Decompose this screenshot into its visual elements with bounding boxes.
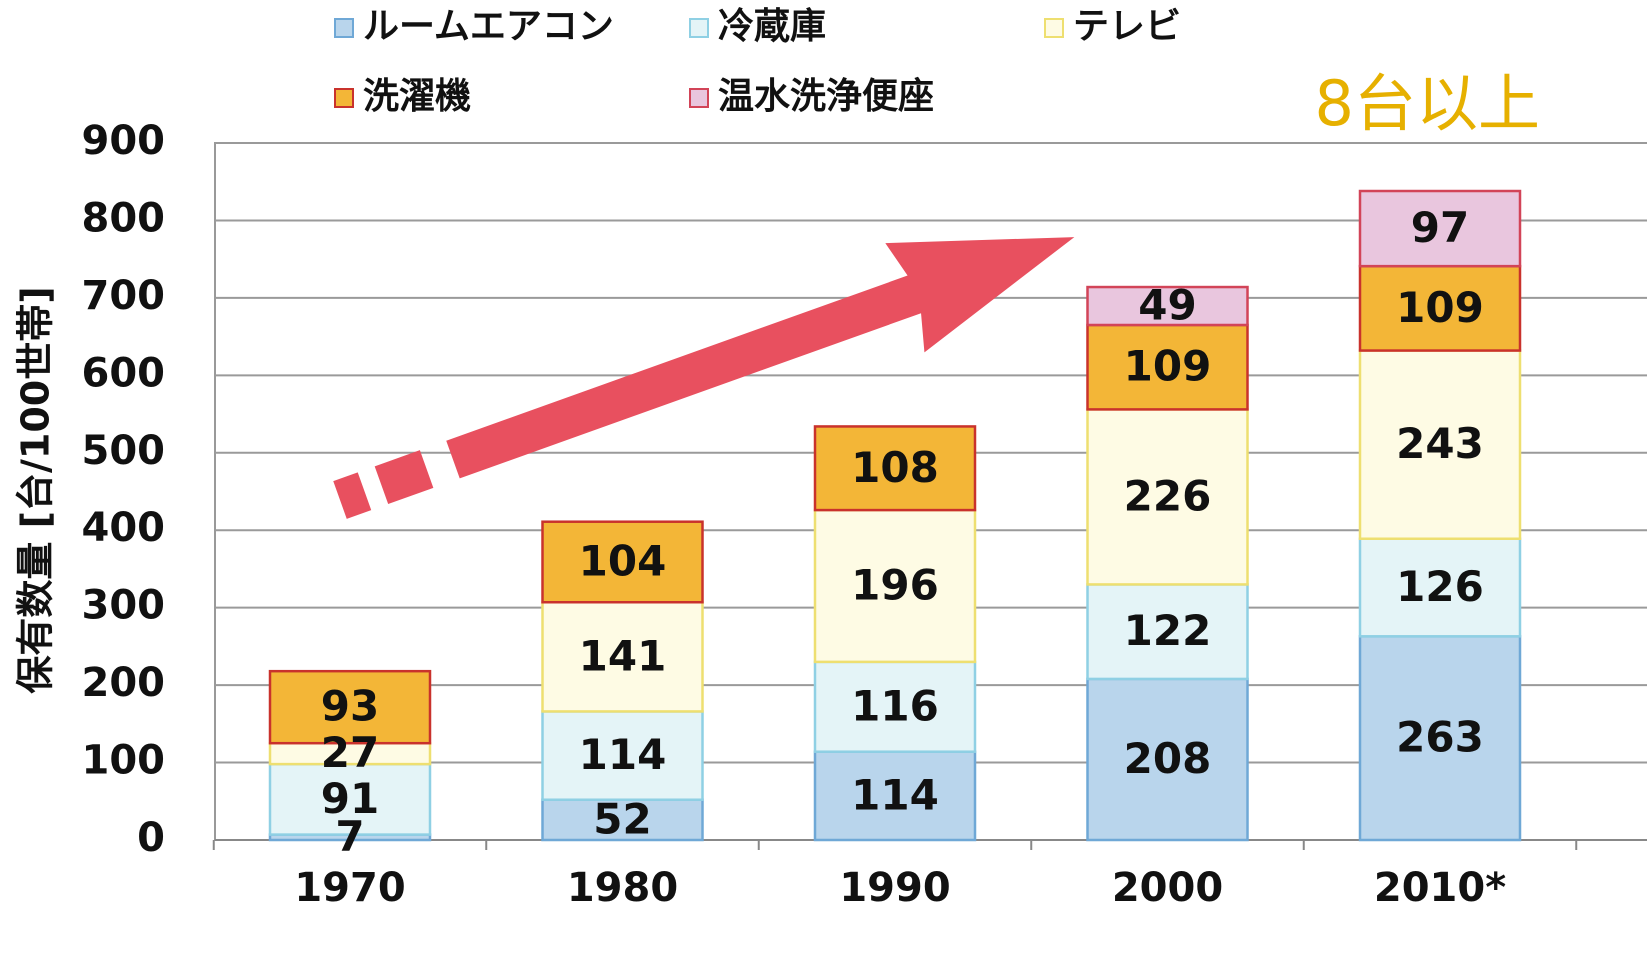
value-label: 7 (335, 812, 364, 861)
y-tick-label: 800 (82, 195, 166, 241)
bar-segment (1358, 537, 1522, 638)
annotation: 8台以上 (1315, 67, 1540, 140)
y-axis-label: 保有数量 [台/100世帯] (14, 286, 58, 693)
value-label: 93 (321, 682, 379, 731)
value-label: 243 (1396, 419, 1484, 468)
legend-label: テレビ (1073, 6, 1181, 47)
bar-segment (1358, 635, 1522, 842)
bar-segment (541, 520, 704, 604)
value-label: 116 (851, 681, 939, 730)
bar-segment (1086, 285, 1249, 327)
bar-segment (1086, 408, 1249, 586)
y-tick-label: 600 (82, 350, 166, 396)
bar-segment (541, 798, 704, 842)
legend-label: 冷蔵庫 (718, 6, 826, 47)
value-label: 114 (851, 770, 939, 819)
legend-label: 洗濯機 (363, 76, 471, 117)
legend-label: ルームエアコン (363, 6, 614, 47)
value-label: 141 (579, 631, 667, 680)
value-label: 52 (593, 794, 651, 843)
y-tick-label: 100 (82, 738, 166, 784)
arrow-dash (333, 472, 372, 519)
y-tick-label: 300 (82, 583, 166, 629)
y-tick-label: 700 (82, 273, 166, 319)
legend-swatch (1044, 18, 1064, 38)
bar-segment (1086, 583, 1249, 681)
legend-swatch (689, 18, 709, 38)
value-label: 97 (1411, 203, 1469, 252)
x-tick-label: 1970 (294, 865, 405, 911)
bar-segment (1086, 677, 1249, 842)
value-label: 108 (851, 443, 939, 492)
y-tick-label: 200 (82, 660, 166, 706)
bar-segment (1358, 349, 1522, 540)
value-label: 226 (1124, 471, 1212, 520)
bar-segment (541, 710, 704, 801)
value-label: 109 (1124, 342, 1212, 391)
value-label: 263 (1396, 713, 1484, 762)
legend-swatch (689, 88, 709, 108)
arrow-head (446, 237, 1075, 479)
bar-segment (268, 669, 432, 745)
bar-segment (813, 750, 977, 842)
value-label: 91 (321, 774, 379, 823)
y-tick-label: 900 (82, 118, 166, 164)
value-label: 104 (579, 536, 667, 585)
x-tick-label: 2010* (1374, 865, 1506, 911)
value-label: 122 (1124, 606, 1212, 655)
x-tick-label: 2000 (1112, 865, 1223, 911)
legend-swatch (334, 88, 354, 108)
bar-segment (541, 600, 704, 713)
bar-segment (813, 660, 977, 753)
y-tick-label: 0 (137, 815, 165, 861)
value-label: 114 (579, 730, 667, 779)
arrow-dash (374, 450, 434, 504)
value-label: 196 (851, 560, 939, 609)
bar-segment (813, 425, 977, 512)
trend-arrow (333, 237, 1075, 519)
value-label: 109 (1396, 283, 1484, 332)
y-tick-label: 400 (82, 505, 166, 551)
value-label: 49 (1138, 281, 1196, 330)
value-label: 126 (1396, 562, 1484, 611)
bar-segment (1086, 323, 1249, 411)
x-tick-label: 1980 (567, 865, 678, 911)
bar-segment (268, 762, 432, 836)
value-label: 208 (1124, 734, 1212, 783)
legend-swatch (334, 18, 354, 38)
bar-segment (1358, 189, 1522, 268)
y-tick-label: 500 (82, 428, 166, 474)
x-tick-label: 1990 (839, 865, 950, 911)
bar-segment (813, 508, 977, 664)
legend-label: 温水洗浄便座 (718, 76, 934, 117)
value-label: 27 (321, 728, 379, 777)
